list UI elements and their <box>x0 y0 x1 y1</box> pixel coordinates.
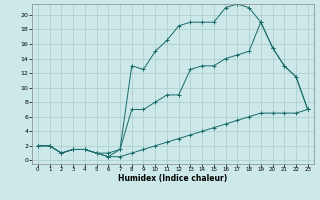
X-axis label: Humidex (Indice chaleur): Humidex (Indice chaleur) <box>118 174 228 183</box>
